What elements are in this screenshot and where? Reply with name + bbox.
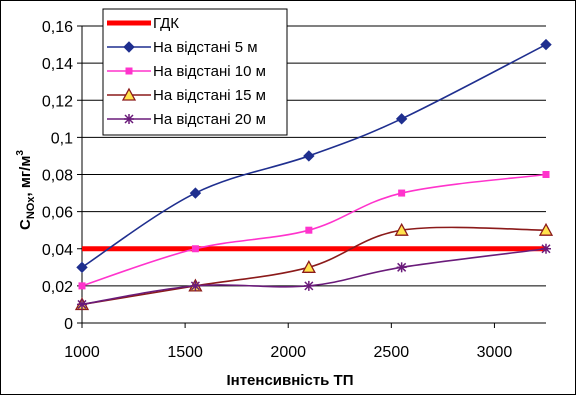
x-tick-label: 1500 [167, 344, 203, 361]
data-point [542, 171, 550, 178]
legend-label: На відстані 5 м [153, 39, 258, 56]
data-point [78, 282, 86, 290]
y-axis-title-sub: NOx [25, 196, 37, 220]
series-1 [76, 38, 552, 274]
y-axis-title-main: C [17, 219, 34, 230]
data-point [398, 189, 406, 197]
legend-label: На відстані 20 м [153, 111, 266, 128]
y-axis-title: CNOx, мг/м3 [15, 150, 37, 230]
y-tick-label: 0,04 [42, 242, 73, 259]
legend-box [102, 8, 288, 136]
y-axis-title-sup: 3 [15, 150, 26, 156]
data-point [303, 280, 314, 291]
y-axis-title-rest: , мг/м [17, 156, 34, 197]
axes [77, 25, 546, 328]
legend-marker [124, 114, 134, 124]
data-point [76, 261, 88, 274]
data-point [189, 187, 202, 199]
y-tick-label: 0,08 [42, 168, 73, 185]
series-group [74, 38, 554, 311]
data-point [190, 280, 201, 291]
legend: ГДК На відстані 5 м На відстані 10 м На від… [102, 8, 288, 136]
y-tick-label: 0 [64, 316, 73, 333]
y-tick-label: 0,06 [42, 205, 73, 222]
x-axis-title: Інтенсивність ТП [226, 372, 353, 389]
x-tick-label: 2500 [374, 344, 410, 361]
legend-label: На відстані 10 м [153, 63, 266, 80]
legend-marker [123, 41, 135, 53]
y-tick-label: 0,02 [42, 279, 73, 296]
series-2 [78, 171, 550, 290]
legend-marker [121, 87, 137, 101]
data-point [540, 38, 552, 51]
legend-marker [125, 67, 133, 75]
data-point [395, 113, 408, 125]
y-tick-label: 0,1 [51, 130, 73, 147]
y-tick-label: 0,12 [42, 93, 73, 110]
y-tick-label: 0,14 [42, 56, 73, 73]
data-point [77, 299, 87, 310]
data-point [541, 243, 551, 254]
data-point [396, 262, 407, 273]
x-tick-label: 2000 [270, 344, 306, 361]
data-point [305, 226, 313, 234]
series-4 [77, 243, 551, 310]
tick-labels: 0 0,02 0,04 0,06 0,08 0,1 0,12 0,14 0,16 1000 1500… [42, 19, 512, 361]
legend-label-gdk: ГДК [153, 15, 179, 32]
data-point [394, 222, 409, 236]
x-tick-label: 1000 [64, 344, 100, 361]
data-point [191, 245, 199, 253]
y-tick-label: 0,16 [42, 19, 73, 36]
data-point [538, 222, 554, 236]
legend-label: На відстані 15 м [153, 87, 266, 104]
data-point [301, 259, 316, 273]
data-point [303, 150, 315, 162]
x-tick-label: 3000 [477, 344, 513, 361]
